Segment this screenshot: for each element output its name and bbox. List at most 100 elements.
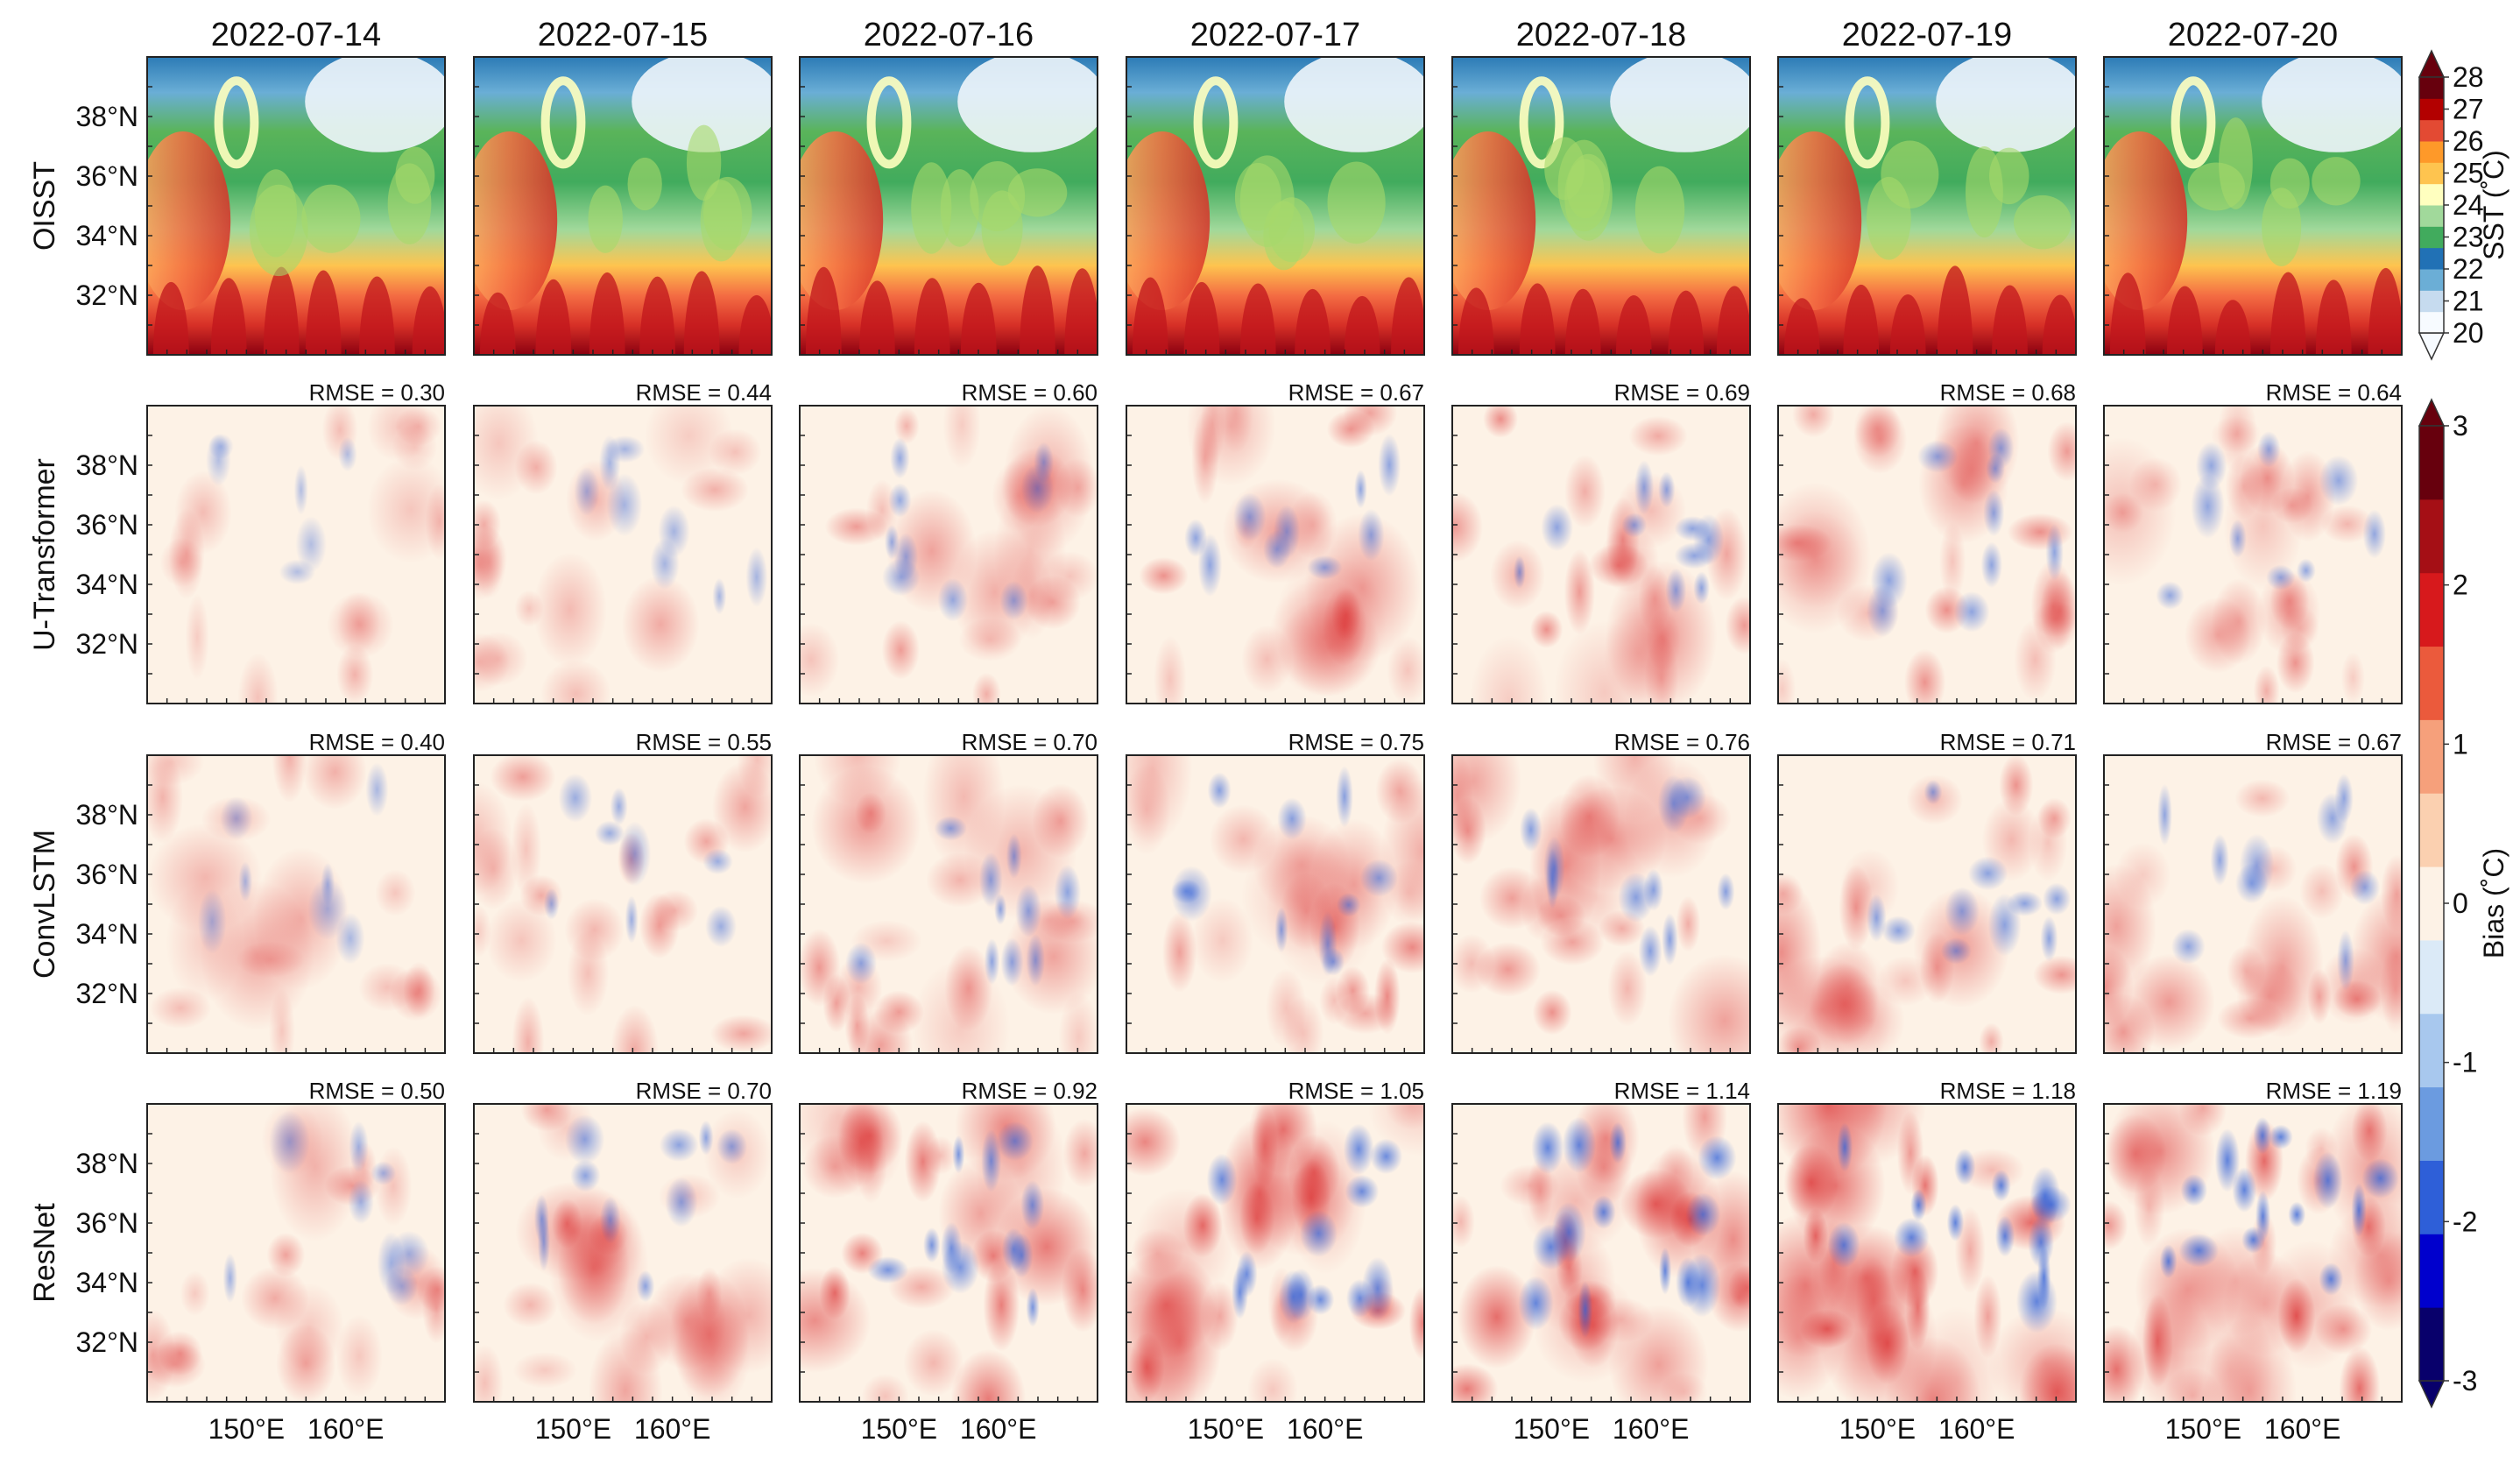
cool-bias-blob [1531, 1121, 1564, 1174]
row-label: U-Transformer [28, 458, 61, 651]
warm-bias-blob [1452, 755, 1522, 845]
x-tick-label: 160°E [2264, 1413, 2341, 1445]
warm-bias-blob [2277, 1277, 2316, 1354]
warm-finger [2166, 286, 2203, 355]
bias-colorbar-tick-label: 3 [2453, 410, 2468, 442]
cool-bias-blob [2036, 1244, 2051, 1311]
warm-finger [914, 278, 950, 355]
cool-bias-blob [1354, 470, 1367, 509]
warm-bias-blob [564, 898, 625, 962]
resnet-panel: RMSE = 0.50 [146, 1078, 446, 1403]
warm-bias-blob [237, 653, 279, 704]
cool-bias-blob [2210, 833, 2229, 887]
warm-bias-blob [514, 440, 558, 495]
cool-bias-blob [2214, 1128, 2241, 1192]
u_transformer-panel: RMSE = 0.67 [1126, 379, 1425, 704]
warm-bias-blob [1452, 1195, 1475, 1248]
bias-colorbar-swatch [2419, 1307, 2444, 1382]
oisst-panel [146, 56, 446, 356]
cool-bias-blob [2043, 882, 2072, 916]
warm-bias-blob [855, 792, 887, 834]
cool-bias-blob [1519, 807, 1542, 852]
warm-bias-blob [922, 755, 1006, 872]
cool-bias-blob [197, 888, 227, 954]
date-label: 2022-07-20 [2168, 17, 2338, 53]
bias-colorbar-swatch [2419, 646, 2444, 720]
cool-bias-blob [1359, 859, 1398, 897]
eddy [2312, 157, 2361, 206]
warm-bias-blob [1062, 1118, 1098, 1189]
warm-bias-blob [1799, 1309, 1855, 1349]
cool-bias-blob [1299, 1210, 1338, 1257]
cool-bias-blob [2045, 523, 2064, 581]
cool-bias-blob [220, 796, 253, 840]
warm-bias-blob [147, 1340, 206, 1389]
warm-bias-blob [474, 827, 519, 910]
u_transformer-panel: RMSE = 0.68 [1777, 379, 2077, 704]
cool-bias-blob [996, 1121, 1034, 1162]
warm-finger [2109, 272, 2146, 355]
warm-bias-blob [1126, 1250, 1218, 1360]
x-tick-label: 160°E [1287, 1413, 1364, 1445]
x-tick-label: 150°E [1514, 1413, 1591, 1445]
rmse-label: RMSE = 1.14 [1614, 1078, 1750, 1104]
warm-bias-blob [588, 1328, 663, 1402]
y-tick-label: 38°N [76, 101, 139, 132]
cool-bias-blob [1916, 440, 1959, 473]
cool-bias-blob [1665, 568, 1687, 613]
cool-bias-blob [1546, 848, 1559, 909]
cool-bias-blob [2296, 558, 2316, 583]
cool-bias-blob [1638, 925, 1662, 977]
cool-bias-blob [1010, 1233, 1034, 1278]
warm-bias-blob [1452, 492, 1483, 562]
warm-bias-blob [893, 407, 920, 444]
cool-bias-blob [2195, 442, 2227, 490]
warm-finger [1843, 284, 1880, 355]
cool-bias-blob [1170, 866, 1212, 922]
sst-colorbar-swatch [2419, 205, 2444, 227]
y-tick-label: 32°N [76, 279, 139, 311]
warm-finger [639, 276, 675, 355]
eddy [1965, 146, 2003, 238]
warm-bias-blob [1668, 953, 1750, 1053]
cool-bias-blob [2171, 929, 2206, 965]
warm-current [147, 131, 231, 310]
warm-finger [2214, 300, 2251, 355]
warm-finger [1344, 295, 1380, 355]
warm-bias-blob [1380, 921, 1424, 974]
warm-bias-blob [822, 973, 851, 1033]
u_transformer-panel: RMSE = 0.60 [799, 379, 1098, 704]
warm-bias-blob [737, 755, 772, 797]
warm-bias-blob [1367, 1104, 1424, 1156]
warm-bias-blob [236, 941, 306, 979]
cool-bias-blob [1693, 571, 1710, 605]
eddy [2262, 187, 2302, 266]
cool-bias-blob [2159, 1244, 2178, 1279]
warm-finger [1937, 265, 1973, 355]
warm-bias-blob [180, 1270, 210, 1317]
warm-finger [210, 278, 247, 355]
warm-bias-blob [266, 1232, 306, 1277]
warm-bias-blob [669, 1270, 750, 1398]
sst-colorbar-tick-label: 28 [2453, 61, 2484, 93]
cool-bias-blob [1685, 1192, 1721, 1237]
cool-bias-blob [923, 1227, 941, 1263]
warm-bias-blob [1265, 968, 1308, 1050]
cool-bias-blob [665, 1177, 698, 1227]
warm-finger [1716, 286, 1750, 355]
cool-bias-blob [1924, 780, 1943, 805]
warm-bias-blob [147, 823, 263, 933]
cool-bias-blob [2362, 509, 2387, 559]
cool-bias-blob [1662, 913, 1678, 966]
eddy [1239, 155, 1295, 247]
rmse-label: RMSE = 0.92 [962, 1078, 1098, 1104]
cool-bias-blob [2232, 1167, 2257, 1213]
oisst-panel [473, 56, 773, 356]
rmse-label: RMSE = 0.70 [962, 729, 1098, 755]
warm-bias-blob [1500, 1164, 1560, 1207]
cool-bias-blob [716, 1128, 748, 1164]
cool-bias-blob [702, 848, 733, 875]
warm-bias-blob [185, 593, 209, 681]
sst-colorbar-min-arrow [2418, 332, 2446, 361]
